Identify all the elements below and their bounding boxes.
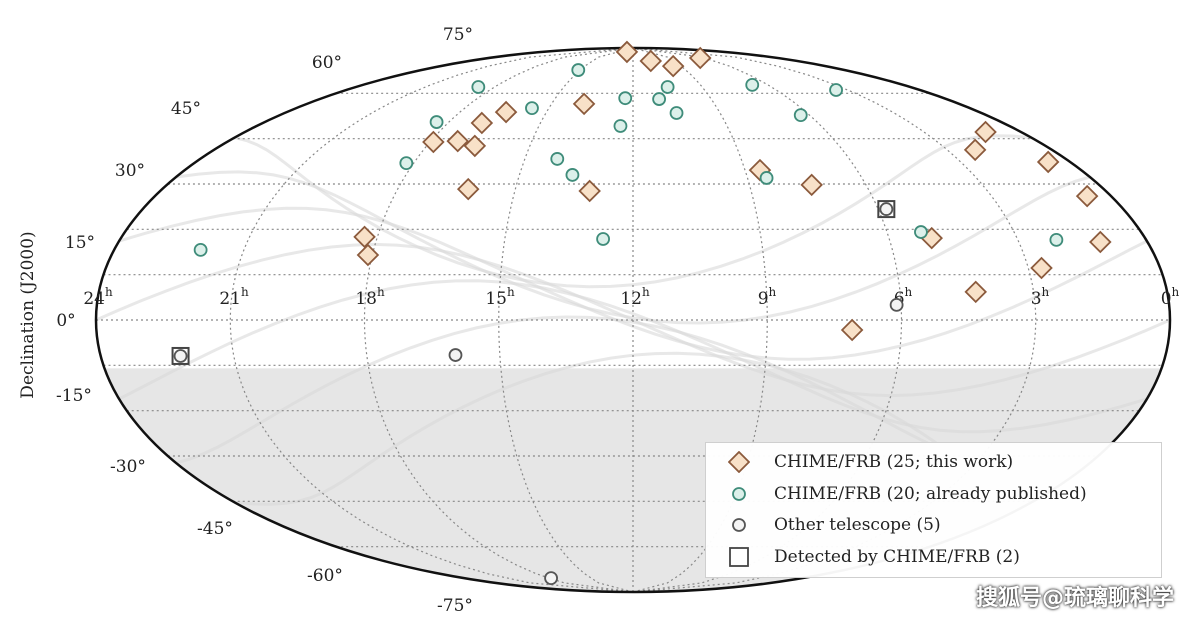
legend-label: Detected by CHIME/FRB (2) <box>774 547 1020 567</box>
y-axis-label: Declination (J2000) <box>18 231 38 399</box>
watermark: 搜狐号@琉璃聊科学 <box>975 586 1174 611</box>
frb-published-point <box>652 92 667 106</box>
ra-tick-label: 9h <box>758 285 777 309</box>
frb-this-work-point <box>422 130 445 154</box>
frb-published-point <box>829 83 843 97</box>
frb-this-work-point <box>963 138 987 162</box>
dec-tick-label: -30° <box>110 457 146 477</box>
chime-detected-square <box>877 200 896 219</box>
frb-this-work-point <box>353 225 376 249</box>
ra-tick-label: 0h <box>1161 285 1180 309</box>
frb-this-work-point <box>456 177 480 201</box>
legend-label: CHIME/FRB (25; this work) <box>774 452 1014 472</box>
frb-this-work-point <box>974 120 997 144</box>
frb-this-work-point <box>578 179 601 203</box>
legend-label: CHIME/FRB (20; already published) <box>774 484 1087 504</box>
frb-published-point <box>565 168 580 182</box>
other-telescope-point <box>889 297 904 312</box>
frb-published-point <box>759 171 774 185</box>
frb-this-work-point <box>470 111 494 135</box>
frb-this-work-point <box>639 49 663 73</box>
other-telescope-point <box>173 349 188 363</box>
frb-published-point <box>550 152 565 166</box>
legend-item-published: CHIME/FRB (20; already published) <box>706 479 1087 509</box>
frb-this-work-point <box>800 173 823 197</box>
frb-this-work-point <box>1030 256 1053 280</box>
ra-tick-label: 18h <box>355 285 385 309</box>
background-curve <box>234 134 1032 289</box>
legend-label: Other telescope (5) <box>774 515 941 535</box>
ra-tick-label: 15h <box>485 285 515 309</box>
dec-tick-label: 15° <box>65 233 95 253</box>
frb-published-point <box>429 115 444 129</box>
frb-published-point <box>571 63 586 77</box>
other-telescope-point <box>879 202 894 216</box>
dec-tick-label: -75° <box>437 596 473 616</box>
frb-published-point <box>660 80 675 94</box>
chime-detected-square <box>171 346 190 365</box>
frb-this-work-point <box>840 318 864 342</box>
frb-this-work-point <box>1089 230 1112 254</box>
dec-tick-label: 45° <box>171 99 201 119</box>
ra-gridline <box>363 47 634 593</box>
frb-published-point <box>613 119 628 133</box>
frb-published-point <box>914 225 928 239</box>
legend-item-this-work: CHIME/FRB (25; this work) <box>706 447 1013 477</box>
dec-tick-label: 30° <box>115 161 145 181</box>
dec-tick-label: -15° <box>56 386 92 406</box>
frb-this-work-point <box>463 134 487 158</box>
ra-tick-label: 24h <box>83 285 113 309</box>
ra-gridline <box>229 47 634 593</box>
frb-this-work-point <box>688 46 712 70</box>
legend: CHIME/FRB (25; this work) CHIME/FRB (20;… <box>705 442 1162 578</box>
frb-this-work-point <box>446 129 470 153</box>
ra-tick-label: 3h <box>1031 285 1050 309</box>
frb-published-point <box>618 91 633 106</box>
other-telescope-point <box>544 571 558 585</box>
frb-published-point <box>399 156 414 171</box>
frb-published-point <box>745 77 760 92</box>
dec-tick-label: 60° <box>312 53 342 73</box>
dec-tick-label: -45° <box>197 519 233 539</box>
legend-item-detected: Detected by CHIME/FRB (2) <box>706 542 1020 572</box>
frb-this-work-point <box>572 92 596 116</box>
frb-this-work-point <box>1075 184 1099 208</box>
frb-published-point <box>596 232 610 246</box>
background-curve <box>118 279 1148 434</box>
dec-tick-label: 75° <box>443 25 473 45</box>
circle-marker-icon <box>732 487 746 501</box>
diamond-marker-icon <box>728 451 750 473</box>
frb-this-work-point <box>494 100 518 124</box>
frb-this-work-point <box>1036 150 1060 174</box>
square-marker-icon <box>729 547 749 567</box>
dec-tick-label: 0° <box>56 311 75 331</box>
frb-this-work-point <box>356 243 380 267</box>
legend-item-other: Other telescope (5) <box>706 510 941 540</box>
frb-this-work-point <box>615 40 639 64</box>
other-telescope-point <box>448 348 463 362</box>
frb-published-point <box>193 242 208 257</box>
frb-this-work-point <box>661 54 685 78</box>
frb-published-point <box>1049 233 1064 247</box>
frb-this-work-point <box>964 280 988 304</box>
ra-tick-label: 21h <box>219 285 249 309</box>
dec-tick-label: -60° <box>307 566 343 586</box>
frb-published-point <box>525 101 539 116</box>
frb-published-point <box>793 108 808 122</box>
ra-gridline <box>632 47 1037 593</box>
frb-published-point <box>669 106 684 120</box>
ra-tick-label: 12h <box>620 285 650 309</box>
circle-marker-icon <box>732 518 746 532</box>
frb-published-point <box>471 80 486 94</box>
